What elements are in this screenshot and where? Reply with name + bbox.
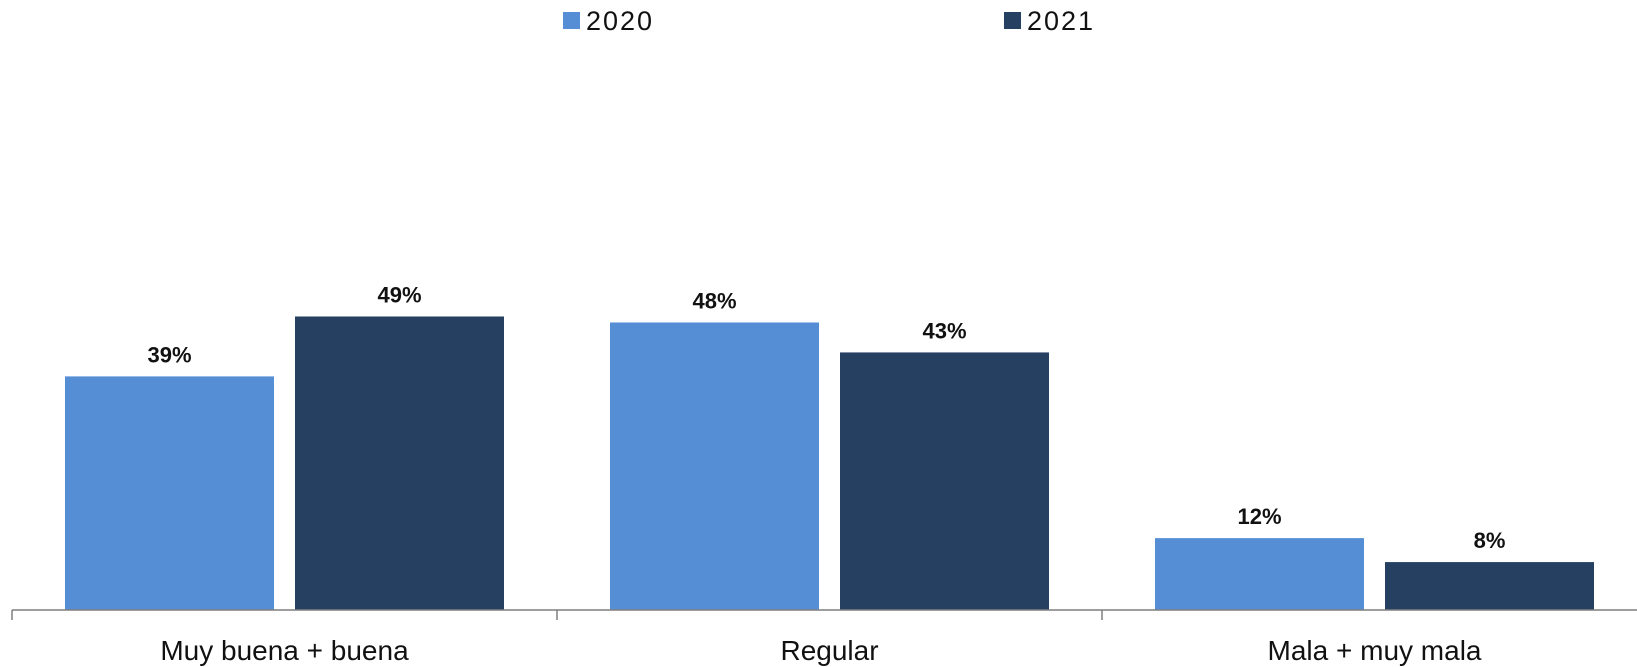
bar-regular-2021 [840, 352, 1049, 610]
x-axis [11, 609, 1637, 620]
legend-label-2021: 2021 [1027, 6, 1095, 36]
value-label-mala-muy-mala-2020: 12% [1237, 504, 1281, 529]
value-label-muy-buena-buena-2020: 39% [147, 342, 191, 367]
value-label-regular-2021: 43% [922, 318, 966, 343]
bars-group [65, 316, 1594, 610]
bar-mala-muy-mala-2020 [1155, 538, 1364, 610]
bar-muy-buena-buena-2020 [65, 376, 274, 610]
legend-swatch-2020 [563, 12, 580, 29]
value-label-regular-2020: 48% [692, 288, 736, 313]
category-label-muy-buena-buena: Muy buena + buena [160, 635, 409, 666]
legend-swatch-2021 [1004, 12, 1021, 29]
bar-muy-buena-buena-2021 [295, 316, 504, 610]
value-labels-group: 39% 49% 48% 43% 12% 8% [147, 282, 1505, 553]
category-labels-group: Muy buena + buena Regular Mala + muy mala [160, 635, 1482, 666]
legend-label-2020: 2020 [586, 6, 654, 36]
bar-regular-2020 [610, 322, 819, 610]
legend: 2020 2021 [563, 6, 1095, 36]
category-label-regular: Regular [780, 635, 878, 666]
value-label-muy-buena-buena-2021: 49% [377, 282, 421, 307]
value-label-mala-muy-mala-2021: 8% [1474, 528, 1506, 553]
category-label-mala-muy-mala: Mala + muy mala [1268, 635, 1482, 666]
bar-mala-muy-mala-2021 [1385, 562, 1594, 610]
